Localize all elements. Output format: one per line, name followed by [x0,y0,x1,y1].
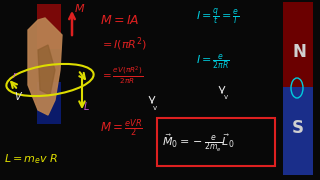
Text: V: V [14,92,20,102]
Text: S: S [292,119,304,137]
Bar [37,82,61,124]
Text: $M=\frac{eVR}{2}$: $M=\frac{eVR}{2}$ [100,118,143,139]
Text: $I=\frac{q}{t}=\frac{e}{T}$: $I=\frac{q}{t}=\frac{e}{T}$ [196,7,240,27]
Text: $\vec{M}_0=-\frac{e}{2m_e}\vec{L}_0$: $\vec{M}_0=-\frac{e}{2m_e}\vec{L}_0$ [162,133,235,154]
Text: $=\frac{eV(\pi R^2)}{2\pi R}$: $=\frac{eV(\pi R^2)}{2\pi R}$ [100,65,143,86]
Text: $L=m_e v\ R$: $L=m_e v\ R$ [4,152,59,166]
Text: M: M [75,4,84,14]
Bar [283,87,313,175]
Text: $I=\frac{e}{2\pi R}$: $I=\frac{e}{2\pi R}$ [196,52,230,71]
Text: v: v [224,94,228,100]
Text: $M=IA$: $M=IA$ [100,14,140,27]
Polygon shape [38,45,55,95]
Text: $=I(\pi R^2)$: $=I(\pi R^2)$ [100,35,147,53]
Text: N: N [292,43,306,61]
Bar [283,2,313,87]
Text: v: v [153,105,157,111]
Text: r: r [13,71,17,80]
Text: L: L [84,102,89,112]
Bar [37,4,61,49]
Polygon shape [28,18,62,115]
Bar [157,118,275,166]
